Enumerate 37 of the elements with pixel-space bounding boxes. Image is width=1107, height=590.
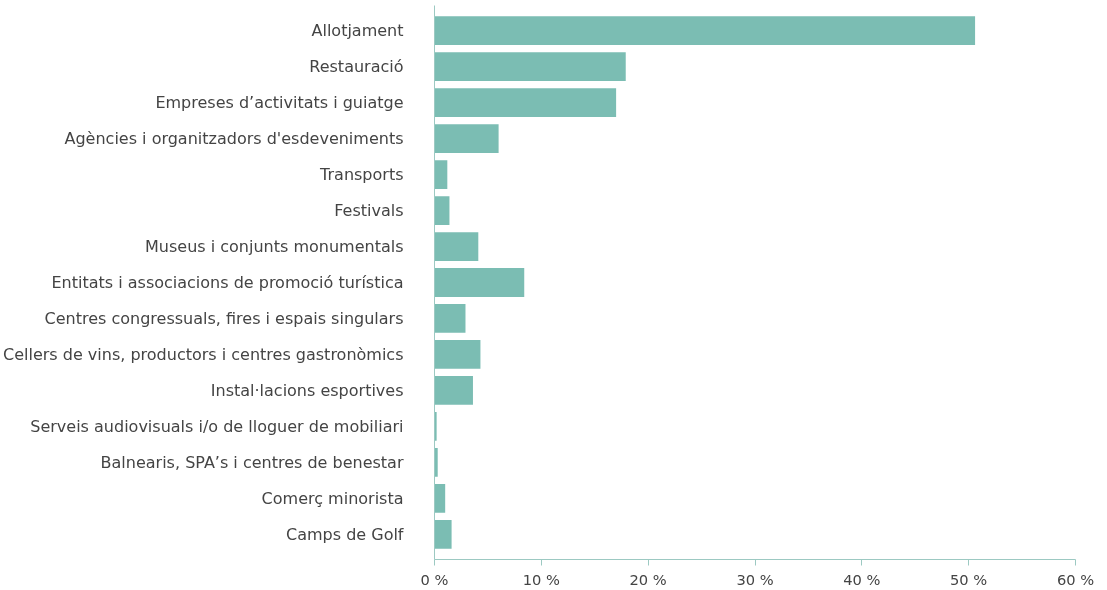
bar bbox=[434, 124, 499, 153]
x-tick-label: 60 % bbox=[1056, 570, 1095, 588]
y-tick-label: Instal·lacions esportives bbox=[210, 380, 404, 400]
bar bbox=[434, 232, 479, 261]
x-tick-label: 10 % bbox=[522, 570, 561, 588]
bar bbox=[434, 160, 448, 189]
bar bbox=[434, 88, 617, 118]
bar bbox=[434, 447, 438, 477]
y-tick-label: Restauració bbox=[309, 57, 404, 77]
bar bbox=[434, 483, 446, 513]
y-tick-label: Camps de Golf bbox=[286, 524, 404, 544]
bar bbox=[434, 52, 626, 82]
x-tick-label: 30 % bbox=[736, 570, 774, 588]
y-tick-label: Museus i conjunts monumentals bbox=[145, 237, 404, 257]
y-tick-label: Serveis audiovisuals i/o de lloguer de mobiliari bbox=[30, 416, 404, 436]
x-tick-label: 40 % bbox=[843, 570, 881, 588]
y-tick-label: Balnearis, SPA’s i centres de benestar bbox=[100, 452, 404, 472]
x-tick-label: 20 % bbox=[629, 570, 667, 588]
y-tick-label: Centres congressuals, fires i espais singulars bbox=[44, 308, 404, 328]
bar bbox=[434, 196, 450, 225]
y-tick-label: Transports bbox=[319, 165, 404, 185]
bar bbox=[434, 412, 437, 441]
y-tick-label: Empreses d’activitats i guiatge bbox=[155, 93, 404, 113]
bar bbox=[434, 376, 473, 405]
y-tick-label: Comerç minorista bbox=[261, 488, 404, 508]
y-tick-label: Entitats i associacions de promoció turística bbox=[51, 273, 404, 292]
y-tick-label: Cellers de vins, productors i centres gastronòmics bbox=[3, 344, 404, 364]
bar bbox=[434, 340, 481, 369]
y-tick-label: Festivals bbox=[334, 201, 404, 221]
bar bbox=[434, 268, 525, 297]
bar bbox=[434, 16, 976, 46]
x-tick-label: 0 % bbox=[420, 570, 449, 588]
y-tick-label: Agències i organitzadors d'esdeveniments bbox=[64, 129, 404, 149]
bar bbox=[434, 519, 452, 549]
x-tick-label: 50 % bbox=[950, 570, 988, 588]
y-tick-label: Allotjament bbox=[311, 21, 404, 41]
bar bbox=[434, 304, 466, 333]
